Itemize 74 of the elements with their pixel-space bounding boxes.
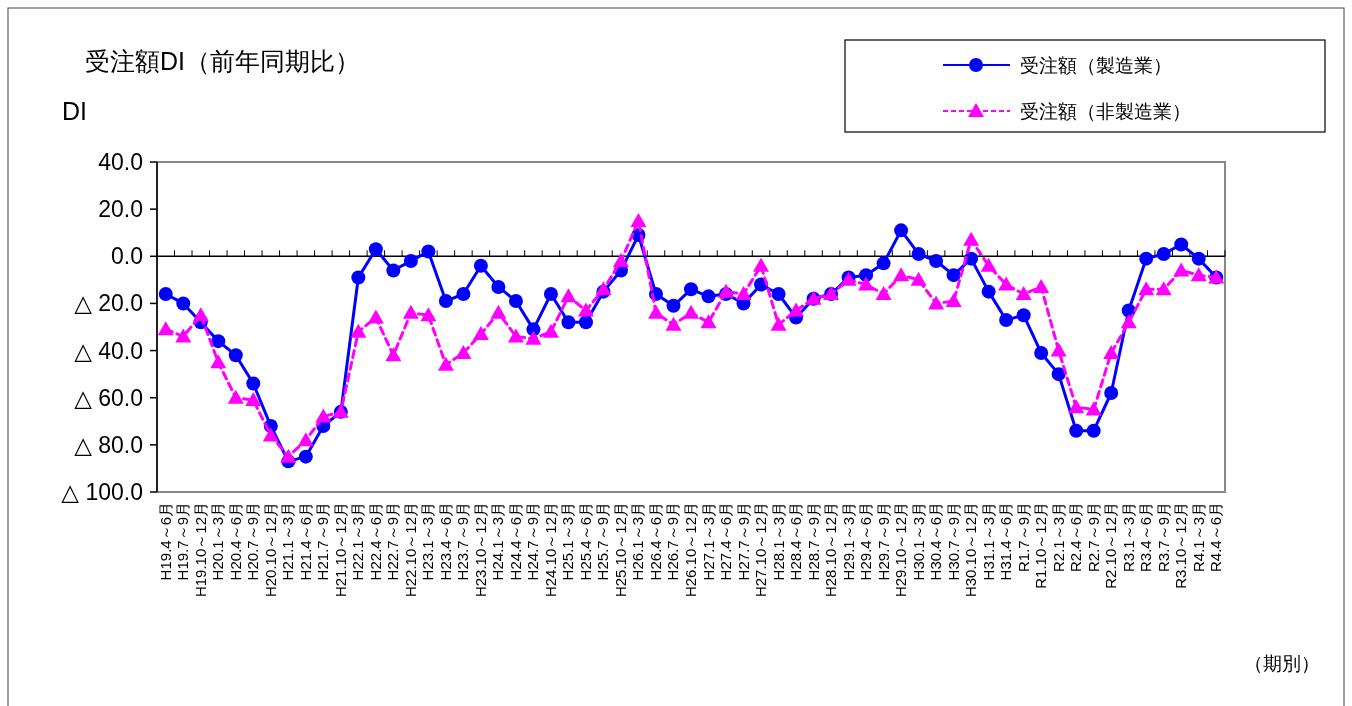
x-tick-label: R3.1～3月: [1119, 502, 1137, 573]
x-tick-label: R4.1～3月: [1189, 502, 1207, 573]
x-tick-label: H23.10～12月: [471, 502, 489, 598]
y-tick-label: 20.0: [98, 196, 143, 223]
y-tick-label: △ 80.0: [74, 431, 143, 458]
legend-label: 受注額（製造業）: [1020, 55, 1172, 76]
x-tick-label: H28.4～6月: [787, 502, 805, 581]
x-tick-label: H24.7～9月: [524, 502, 542, 581]
x-tick-label: H20.4～6月: [226, 502, 244, 581]
x-tick-label: H23.7～9月: [454, 502, 472, 581]
x-tick-label: H26.1～3月: [629, 502, 647, 581]
x-tick-label: H19.7～9月: [174, 502, 192, 581]
x-tick-label: H25.7～9月: [594, 502, 612, 581]
x-tick-label: H23.4～6月: [436, 502, 454, 581]
x-tick-label: R2.7～9月: [1084, 502, 1102, 573]
x-tick-label: R3.10～12月: [1172, 502, 1190, 589]
x-tick-label: R4.4～6月: [1207, 502, 1225, 573]
x-tick-label: H28.7～9月: [804, 502, 822, 581]
x-tick-label: R2.10～12月: [1102, 502, 1120, 589]
x-tick-label: H29.7～9月: [874, 502, 892, 581]
legend-label: 受注額（非製造業）: [1020, 101, 1191, 122]
x-tick-label: H19.4～6月: [156, 502, 174, 581]
x-tick-label: H24.1～3月: [489, 502, 507, 581]
x-tick-label: H30.7～9月: [944, 502, 962, 581]
x-tick-label: H29.10～12月: [892, 502, 910, 598]
x-tick-label: H19.10～12月: [191, 502, 209, 598]
x-tick-label: R3.7～9月: [1154, 502, 1172, 573]
x-tick-label: H26.4～6月: [646, 502, 664, 581]
x-tick-label: H20.7～9月: [244, 502, 262, 581]
x-tick-label: H21.7～9月: [314, 502, 332, 581]
x-tick-label: R1.7～9月: [1014, 502, 1032, 573]
x-tick-label: H30.1～3月: [909, 502, 927, 581]
x-tick-label: H25.10～12月: [611, 502, 629, 598]
x-tick-label: R1.10～12月: [1032, 502, 1050, 589]
x-tick-label: H30.10～12月: [962, 502, 980, 598]
x-tick-label: H21.10～12月: [331, 502, 349, 598]
x-tick-label: H27.10～12月: [752, 502, 770, 598]
x-tick-label: H23.1～3月: [419, 502, 437, 581]
x-tick-label: H24.10～12月: [541, 502, 559, 598]
x-tick-label: H21.4～6月: [296, 502, 314, 581]
x-tick-label: H27.4～6月: [717, 502, 735, 581]
x-tick-label: H22.4～6月: [366, 502, 384, 581]
y-tick-label: △ 20.0: [74, 290, 143, 317]
x-tick-label: H21.1～3月: [279, 502, 297, 581]
y-tick-label: △ 60.0: [74, 384, 143, 411]
y-tick-label: △ 40.0: [74, 337, 143, 364]
x-tick-label: H26.10～12月: [682, 502, 699, 598]
y-tick-label: 0.0: [111, 243, 143, 270]
x-tick-label: H28.1～3月: [769, 502, 787, 581]
x-tick-label: H29.1～3月: [839, 502, 857, 581]
x-tick-label: H22.1～3月: [349, 502, 367, 581]
chart-title: 受注額DI（前年同期比）: [85, 47, 360, 75]
x-tick-label: H31.1～3月: [979, 502, 997, 581]
x-tick-label: H29.4～6月: [857, 502, 875, 581]
x-tick-label: H30.4～6月: [927, 502, 945, 581]
y-axis-title: DI: [62, 97, 87, 125]
x-tick-label: H27.1～3月: [699, 502, 717, 581]
x-tick-label: R2.1～3月: [1049, 502, 1067, 573]
x-tick-label: H20.1～3月: [209, 502, 227, 581]
y-tick-label: 40.0: [98, 149, 143, 175]
x-tick-label: H22.7～9月: [384, 502, 402, 581]
x-tick-label: H28.10～12月: [822, 502, 840, 598]
x-tick-label: H20.10～12月: [261, 502, 279, 598]
x-tick-label: H25.4～6月: [576, 502, 594, 581]
x-tick-label: H26.7～9月: [664, 502, 682, 581]
x-axis-title: （期別）: [1244, 653, 1320, 674]
x-tick-label: H27.7～9月: [734, 502, 752, 581]
x-tick-label: H24.4～6月: [506, 502, 524, 581]
x-tick-label: H31.4～6月: [997, 502, 1015, 581]
x-tick-label: R2.4～6月: [1067, 502, 1085, 573]
x-tick-label: R3.4～6月: [1137, 502, 1155, 573]
x-tick-label: H25.1～3月: [559, 502, 577, 581]
x-tick-label: H22.10～12月: [401, 502, 419, 598]
y-tick-label: △ 100.0: [61, 479, 143, 505]
